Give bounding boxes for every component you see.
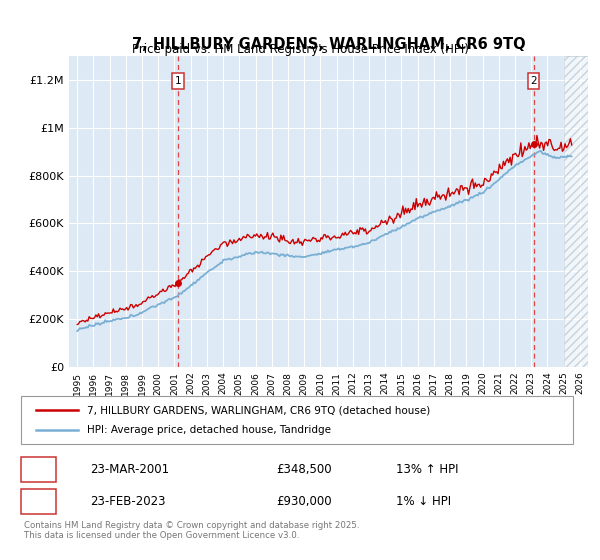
Text: 1% ↓ HPI: 1% ↓ HPI [396, 494, 451, 508]
Text: £348,500: £348,500 [276, 463, 332, 476]
Bar [563, 56, 596, 367]
Text: 23-FEB-2023: 23-FEB-2023 [90, 494, 166, 508]
Text: 13% ↑ HPI: 13% ↑ HPI [396, 463, 458, 476]
Text: HPI: Average price, detached house, Tandridge: HPI: Average price, detached house, Tand… [87, 425, 331, 435]
Text: 1: 1 [35, 464, 42, 474]
Text: 23-MAR-2001: 23-MAR-2001 [90, 463, 169, 476]
Title: 7, HILLBURY GARDENS, WARLINGHAM, CR6 9TQ: 7, HILLBURY GARDENS, WARLINGHAM, CR6 9TQ [131, 37, 526, 52]
Text: £930,000: £930,000 [276, 494, 332, 508]
Text: Price paid vs. HM Land Registry's House Price Index (HPI): Price paid vs. HM Land Registry's House … [131, 43, 469, 55]
Text: 2: 2 [530, 76, 537, 86]
Text: 2: 2 [35, 496, 42, 506]
Text: 1: 1 [175, 76, 181, 86]
Text: 7, HILLBURY GARDENS, WARLINGHAM, CR6 9TQ (detached house): 7, HILLBURY GARDENS, WARLINGHAM, CR6 9TQ… [87, 405, 430, 416]
Text: Contains HM Land Registry data © Crown copyright and database right 2025.
This d: Contains HM Land Registry data © Crown c… [24, 521, 359, 540]
